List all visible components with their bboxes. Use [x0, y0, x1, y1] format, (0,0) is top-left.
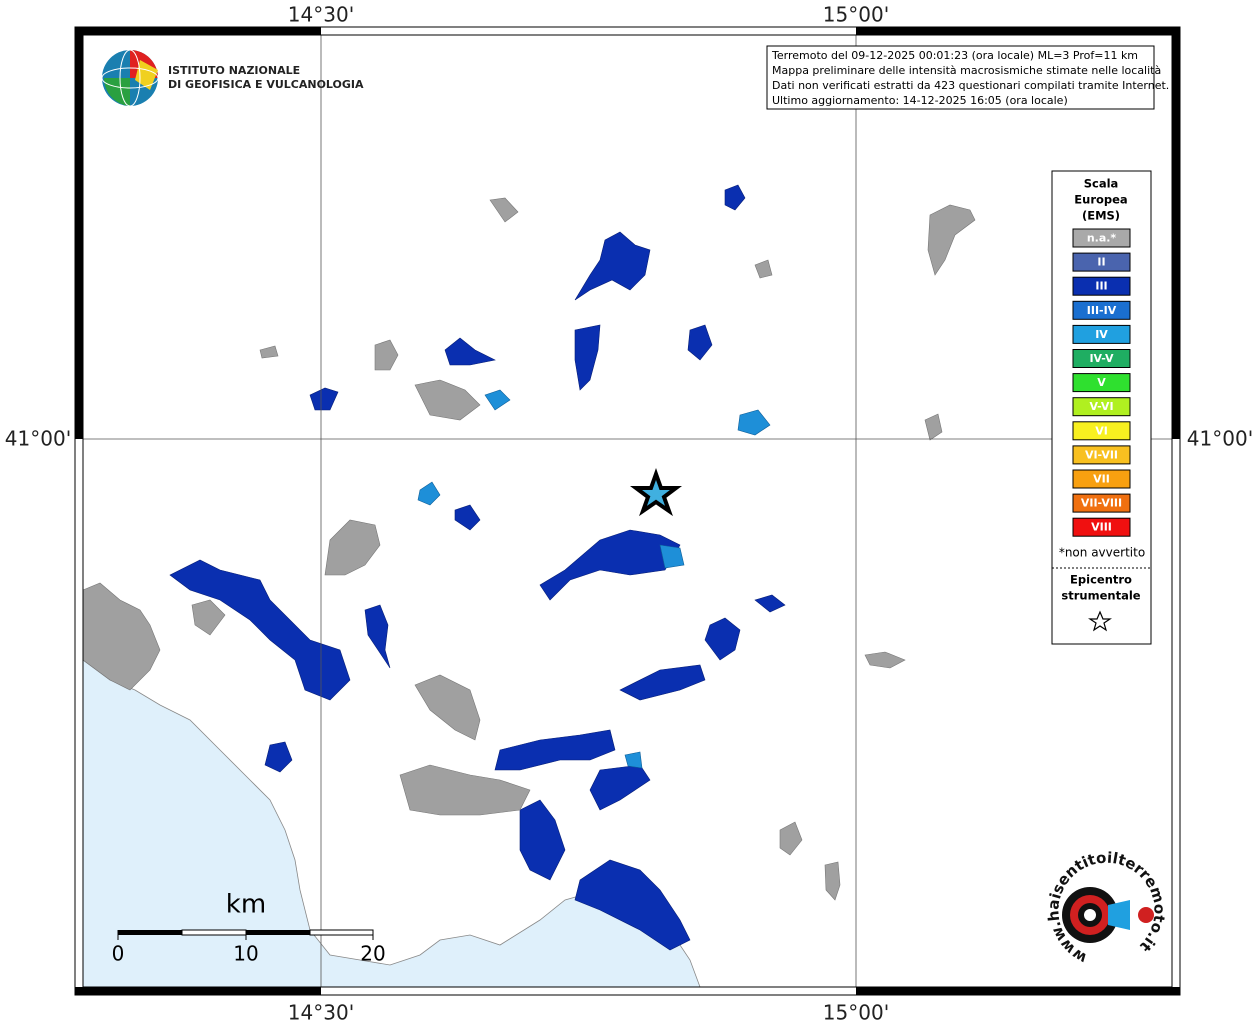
scale-label: 0	[112, 942, 125, 966]
legend-swatch	[1072, 300, 1131, 320]
legend-title: Scala	[1084, 177, 1119, 191]
legend-label: VIII	[1091, 521, 1112, 534]
legend-label: VII	[1093, 473, 1110, 486]
legend-label: IV-V	[1089, 352, 1114, 365]
lon-label: 14°30'	[288, 1001, 354, 1024]
legend: ScalaEuropea(EMS)n.a.*IIIIIIII-IVIVIV-VV…	[1059, 177, 1145, 603]
legend-label: III	[1095, 280, 1107, 293]
legend-swatch	[1072, 397, 1131, 417]
legend-swatch	[1072, 517, 1131, 537]
legend-title: Europea	[1074, 193, 1127, 207]
legend-label: II	[1097, 256, 1105, 269]
legend-epicenter: strumentale	[1061, 589, 1140, 603]
legend-label: VI-VII	[1085, 448, 1118, 461]
scale-label: 10	[233, 942, 258, 966]
legend-epicenter: Epicentro	[1070, 573, 1132, 587]
legend-swatch	[1072, 421, 1131, 441]
legend-title: (EMS)	[1082, 209, 1120, 223]
legend-label: VI	[1095, 424, 1108, 437]
lat-label: 41°00'	[5, 427, 71, 451]
legend-swatch	[1072, 445, 1131, 465]
legend-swatch	[1072, 228, 1131, 248]
info-line: Dati non verificati estratti da 423 ques…	[772, 79, 1169, 92]
legend-note: *non avvertito	[1059, 546, 1145, 560]
logo-text: DI GEOFISICA E VULCANOLOGIA	[168, 78, 364, 91]
legend-swatch	[1072, 252, 1131, 272]
lat-label: 41°00'	[1187, 427, 1253, 451]
legend-swatch	[1072, 493, 1131, 513]
map-frame	[74, 26, 1181, 996]
info-text: Terremoto del 09-12-2025 00:01:23 (ora l…	[771, 49, 1169, 107]
sea	[82, 659, 701, 988]
land-area	[82, 582, 161, 691]
legend-swatch	[1072, 276, 1131, 296]
scale-bar: km 0 10 20	[112, 890, 386, 966]
legend-swatch	[1072, 373, 1131, 393]
legend-label: V	[1097, 376, 1106, 389]
legend-swatch	[1072, 469, 1131, 489]
lon-label: 15°00'	[823, 1001, 889, 1024]
ingv-logo: ISTITUTO NAZIONALE DI GEOFISICA E VULCAN…	[101, 49, 364, 107]
legend-label: V-VI	[1089, 400, 1113, 413]
scale-unit: km	[226, 890, 266, 920]
legend-label: III-IV	[1087, 304, 1117, 317]
scale-label: 20	[360, 942, 385, 966]
legend-star	[1088, 610, 1112, 632]
municipalities	[169, 184, 976, 951]
legend-label: IV	[1095, 328, 1108, 341]
legend-swatch	[1072, 349, 1131, 368]
lon-label: 15°00'	[823, 3, 889, 27]
epicenter-star	[630, 468, 682, 517]
logo-text: ISTITUTO NAZIONALE	[168, 64, 300, 77]
info-line: Mappa preliminare delle intensità macros…	[772, 64, 1161, 77]
info-line: Terremoto del 09-12-2025 00:01:23 (ora l…	[771, 49, 1138, 62]
site-logo: www.haisentitoilterremoto.it	[1044, 848, 1168, 967]
legend-swatch	[1072, 324, 1131, 344]
lon-label: 14°30'	[288, 3, 354, 27]
info-box	[766, 45, 1155, 110]
legend-label: n.a.*	[1087, 232, 1117, 245]
info-line: Ultimo aggiornamento: 14-12-2025 16:05 (…	[772, 94, 1068, 107]
legend-label: VII-VIII	[1081, 497, 1122, 510]
